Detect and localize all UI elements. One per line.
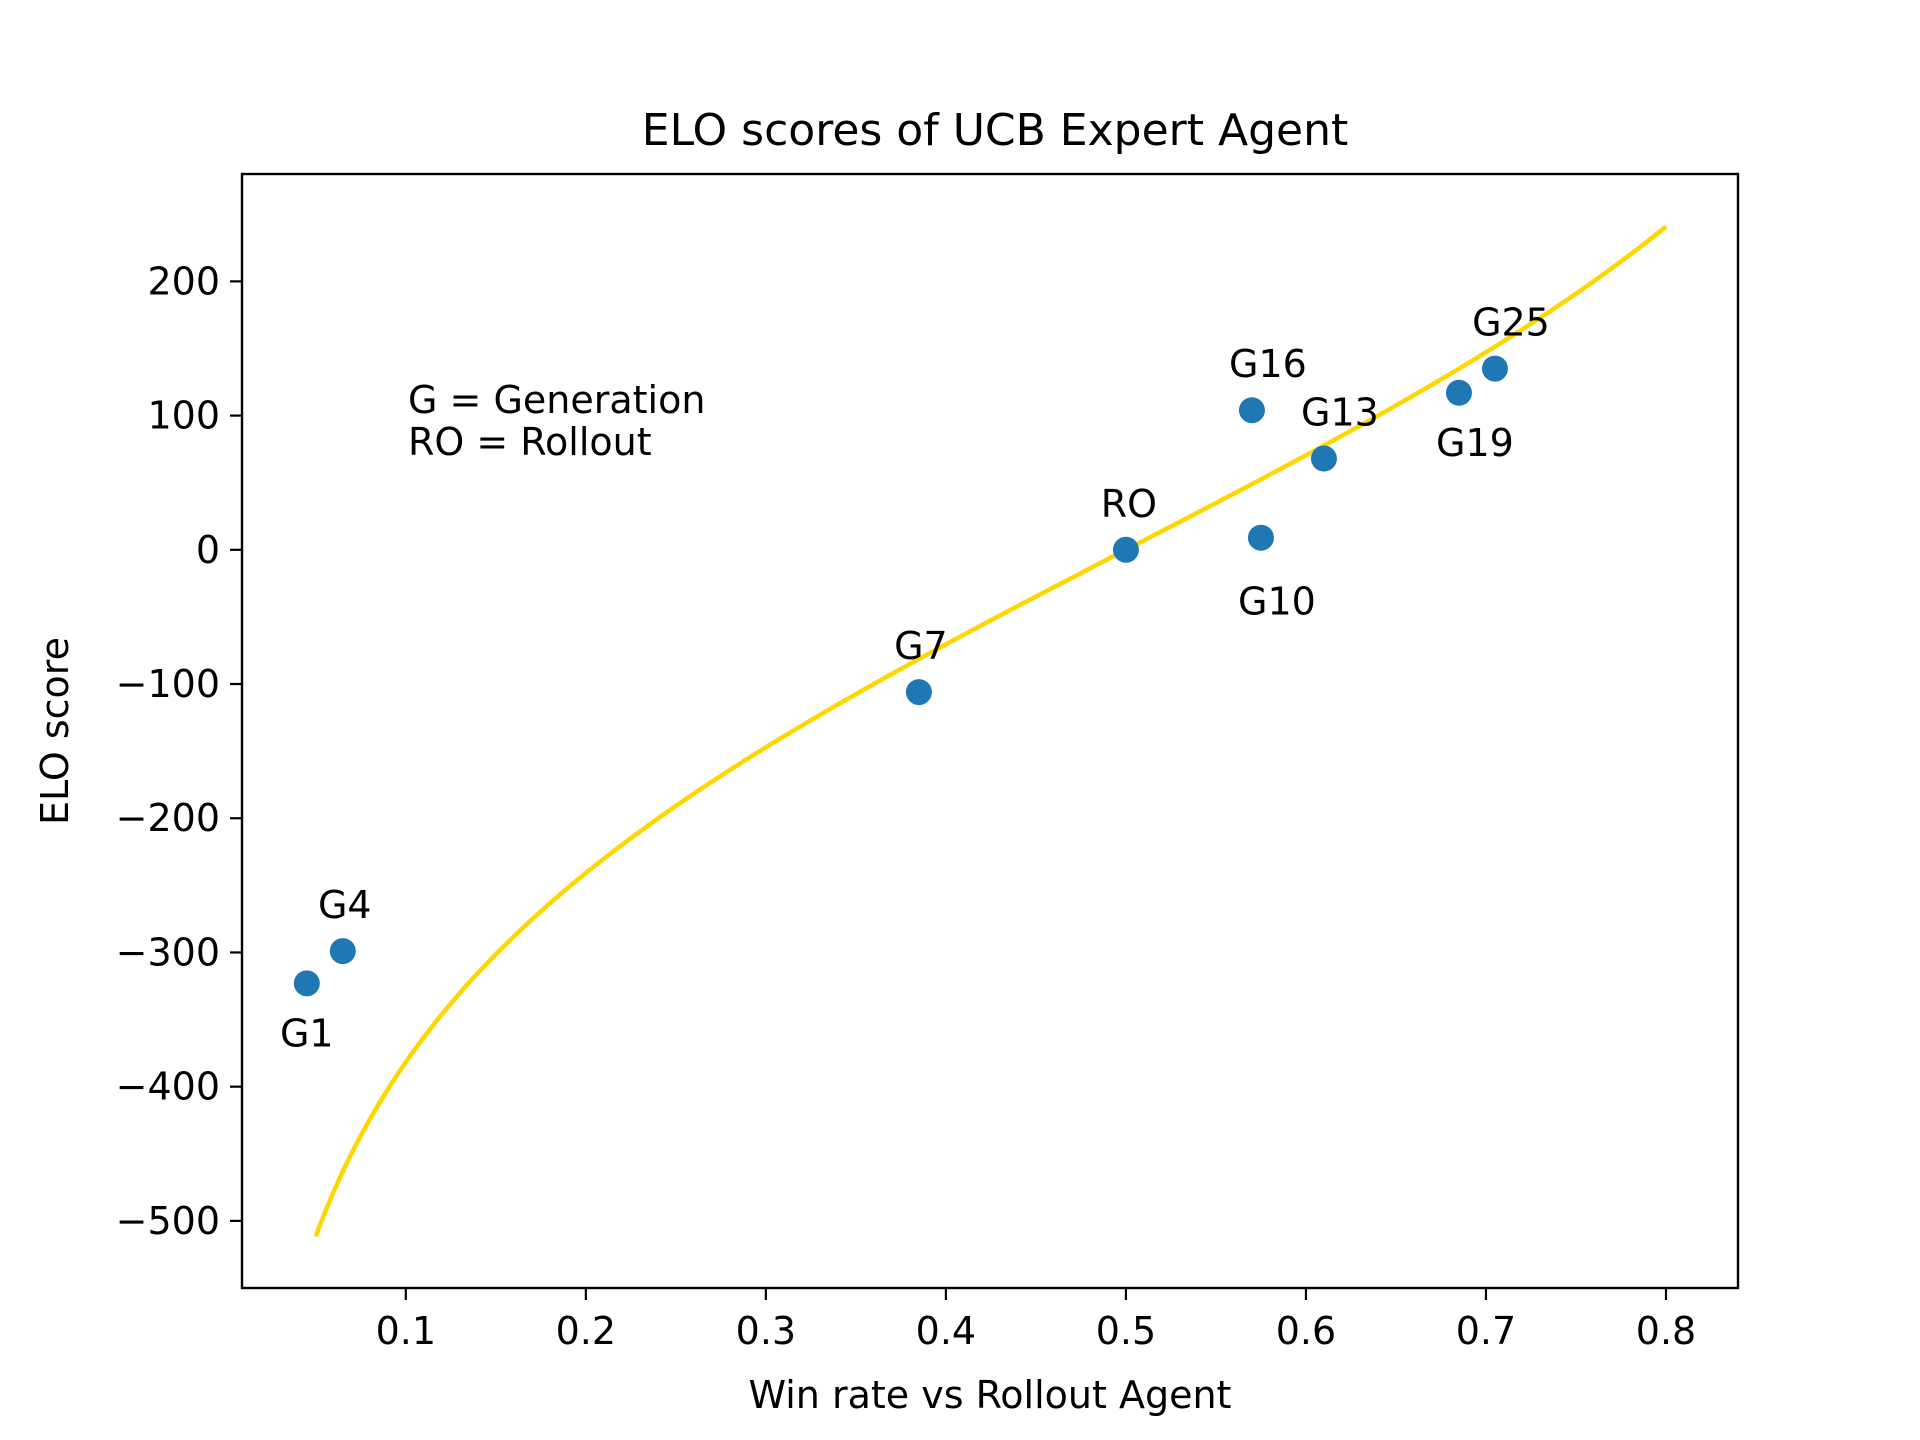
y-tick-label: 0 xyxy=(196,528,220,572)
x-tick-label: 0.7 xyxy=(1456,1309,1516,1353)
data-point-g19 xyxy=(1445,379,1472,406)
point-label-g10: G10 xyxy=(1238,580,1316,624)
point-label-g13: G13 xyxy=(1301,391,1379,435)
x-tick-label: 0.6 xyxy=(1276,1309,1336,1353)
x-tick-label: 0.5 xyxy=(1096,1309,1156,1353)
x-axis-label: Win rate vs Rollout Agent xyxy=(749,1373,1232,1417)
elo-curve-line xyxy=(313,224,1668,1238)
legend-note-generation: G = Generation xyxy=(408,378,705,422)
point-label-g25: G25 xyxy=(1472,301,1550,345)
y-tick-label: −200 xyxy=(116,796,220,840)
data-point-ro xyxy=(1112,536,1139,563)
x-tick-label: 0.1 xyxy=(376,1309,436,1353)
y-tick-label: 200 xyxy=(147,259,220,303)
point-label-g16: G16 xyxy=(1229,342,1307,386)
y-tick-label: −400 xyxy=(116,1065,220,1109)
data-point-g25 xyxy=(1481,355,1508,382)
y-tick-label: 100 xyxy=(147,394,220,438)
x-tick-label: 0.4 xyxy=(916,1309,976,1353)
data-point-g16 xyxy=(1238,397,1265,424)
y-axis: −500 −400 −300 −200 −100 0 100 200 xyxy=(116,259,242,1243)
chart-title: ELO scores of UCB Expert Agent xyxy=(642,105,1348,156)
x-tick-label: 0.3 xyxy=(736,1309,796,1353)
plot-area: G1 G4 G7 RO G10 G16 G13 G19 G25 xyxy=(280,224,1668,1238)
point-label-g1: G1 xyxy=(280,1011,334,1055)
point-label-ro: RO xyxy=(1101,482,1157,526)
data-point-g1 xyxy=(293,970,320,997)
axes-frame xyxy=(240,172,1740,1290)
legend-note-rollout: RO = Rollout xyxy=(408,420,652,464)
x-tick-label: 0.8 xyxy=(1636,1309,1696,1353)
point-label-g19: G19 xyxy=(1436,421,1514,465)
y-tick-label: −500 xyxy=(116,1199,220,1243)
data-point-g13 xyxy=(1310,445,1337,472)
point-label-g4: G4 xyxy=(318,883,372,927)
y-axis-label: ELO score xyxy=(33,637,77,825)
data-point-g10 xyxy=(1247,524,1274,551)
point-label-g7: G7 xyxy=(894,624,948,668)
data-point-g4 xyxy=(329,938,356,965)
x-tick-label: 0.2 xyxy=(556,1309,616,1353)
data-point-g7 xyxy=(905,679,932,706)
x-axis: 0.1 0.2 0.3 0.4 0.5 0.6 0.7 0.8 xyxy=(376,1288,1696,1353)
y-tick-label: −300 xyxy=(116,930,220,974)
y-tick-label: −100 xyxy=(116,662,220,706)
